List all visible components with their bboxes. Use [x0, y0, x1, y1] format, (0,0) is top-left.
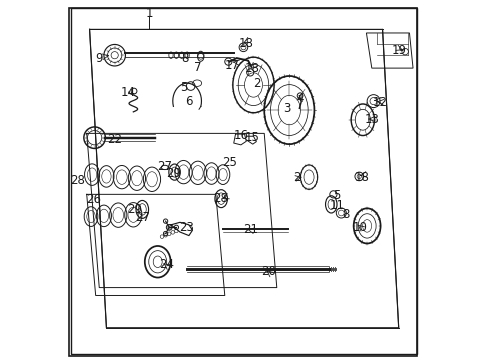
Text: 8: 8 [181, 51, 189, 64]
Text: 28: 28 [70, 174, 85, 187]
Text: 9: 9 [95, 52, 103, 65]
Text: 16: 16 [234, 129, 248, 142]
Text: 10: 10 [352, 221, 366, 234]
Text: 12: 12 [372, 96, 387, 109]
Text: 21: 21 [243, 223, 258, 236]
Text: 1: 1 [145, 7, 153, 20]
Text: 14: 14 [120, 86, 135, 99]
Text: 29: 29 [165, 167, 181, 180]
Text: 28: 28 [212, 192, 227, 205]
Text: 18: 18 [244, 62, 259, 75]
Text: 17: 17 [224, 59, 239, 72]
Text: 3: 3 [283, 103, 290, 116]
Text: 25: 25 [222, 156, 236, 169]
Text: 4: 4 [296, 92, 303, 105]
Text: 13: 13 [364, 113, 379, 126]
Text: 7: 7 [194, 60, 201, 73]
Text: 29: 29 [127, 203, 142, 216]
Text: 20: 20 [261, 265, 276, 278]
Text: 19: 19 [391, 44, 406, 57]
Text: 11: 11 [329, 199, 344, 212]
Text: 2: 2 [253, 77, 260, 90]
Text: 18: 18 [354, 171, 369, 184]
Text: 22: 22 [107, 133, 122, 146]
Text: 6: 6 [185, 95, 192, 108]
Text: 18: 18 [238, 36, 253, 50]
Text: 26: 26 [85, 193, 101, 206]
Text: 23: 23 [179, 221, 193, 234]
Text: 5: 5 [180, 81, 187, 94]
Text: 27: 27 [135, 211, 149, 224]
Text: 24: 24 [159, 258, 173, 271]
Circle shape [166, 225, 172, 230]
Text: 5: 5 [333, 189, 340, 202]
Text: 2: 2 [292, 171, 300, 184]
Text: 15: 15 [244, 131, 259, 144]
Text: 8: 8 [341, 208, 348, 221]
Text: 27: 27 [157, 160, 172, 173]
